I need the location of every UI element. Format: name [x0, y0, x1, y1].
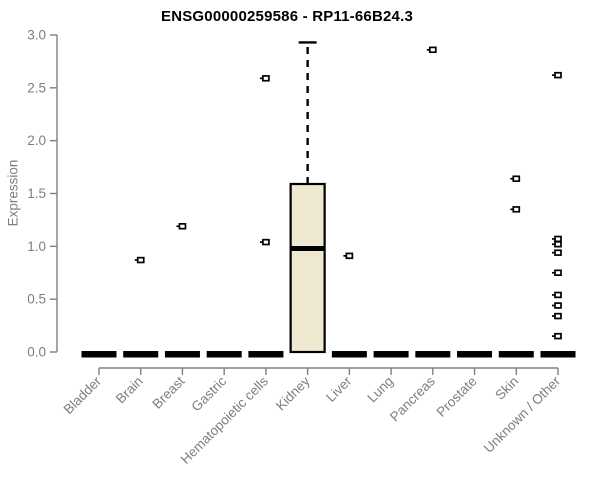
- x-tick-label: Gastric: [188, 373, 229, 414]
- x-tick-label: Lung: [364, 374, 396, 406]
- outlier-point: [512, 206, 521, 213]
- flat-box: [81, 351, 117, 358]
- y-tick-label: 1.0: [27, 239, 46, 254]
- outlier-point: [178, 223, 187, 230]
- outlier-point: [136, 256, 145, 264]
- outlier-point: [554, 249, 562, 256]
- outlier-point: [345, 252, 354, 260]
- y-tick-label: 1.5: [27, 186, 46, 201]
- x-tick-label: Breast: [149, 373, 187, 411]
- outlier-point: [554, 302, 562, 309]
- y-tick-label: 2.5: [27, 80, 46, 95]
- x-tick-label: Prostate: [434, 374, 480, 420]
- flat-box: [498, 351, 534, 358]
- outlier-point: [554, 312, 562, 320]
- flat-box: [540, 351, 576, 358]
- x-tick-label: Kidney: [273, 373, 313, 413]
- outlier-point: [554, 235, 562, 243]
- outlier-point: [428, 46, 437, 54]
- flat-box: [206, 351, 242, 358]
- flat-box: [331, 351, 367, 358]
- y-tick-label: 0.5: [27, 292, 46, 307]
- outlier-point: [554, 332, 562, 340]
- x-tick-label: Unknown / Other: [481, 373, 564, 456]
- flat-box: [373, 351, 409, 358]
- y-tick-label: 2.0: [27, 133, 46, 148]
- flat-box: [415, 351, 451, 358]
- x-tick-label: Bladder: [61, 373, 105, 417]
- x-tick-label: Skin: [492, 374, 521, 403]
- flat-box: [164, 351, 200, 358]
- outlier-point: [262, 238, 270, 246]
- x-tick-label: Pancreas: [387, 373, 438, 424]
- x-tick-label: Liver: [323, 373, 355, 405]
- chart-title: ENSG00000259586 - RP11-66B24.3: [160, 8, 413, 25]
- y-tick-label: 0.0: [27, 345, 46, 360]
- flat-box: [457, 351, 493, 358]
- box: [289, 182, 326, 354]
- flat-box: [248, 351, 284, 358]
- outlier-point: [554, 71, 562, 79]
- outlier-point: [262, 75, 270, 82]
- outlier-point: [554, 240, 562, 248]
- outlier-point: [512, 175, 521, 182]
- outlier-point: [554, 291, 562, 299]
- y-tick-label: 3.0: [27, 28, 46, 43]
- flat-box: [123, 351, 159, 358]
- x-tick-label: Brain: [113, 374, 146, 407]
- outlier-point: [554, 269, 562, 277]
